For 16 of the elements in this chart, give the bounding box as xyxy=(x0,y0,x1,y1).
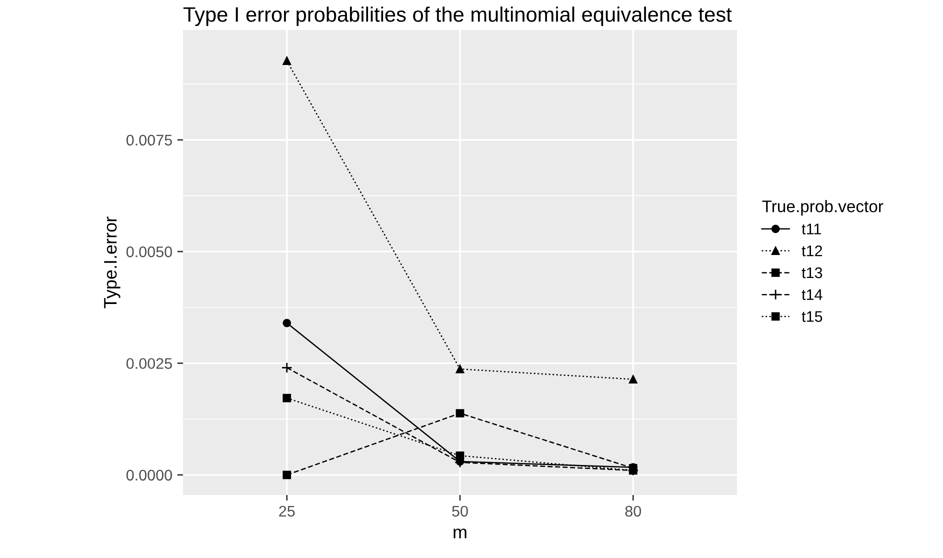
y-tick-label: 0.0075 xyxy=(126,134,172,146)
legend-label: t13 xyxy=(802,267,822,278)
legend-label: t12 xyxy=(802,245,822,256)
y-tick-label: 0.0000 xyxy=(126,470,172,481)
x-tick-label: 25 xyxy=(279,506,295,517)
legend-label: t11 xyxy=(802,224,821,234)
x-tick-label: 50 xyxy=(452,506,468,517)
y-tick-label: 0.0025 xyxy=(126,358,172,369)
chart-title: Type I error probabilities of the multinomial equivalence test xyxy=(183,6,732,26)
legend-title: True.prob.vector xyxy=(762,200,884,216)
x-axis-title: m xyxy=(454,528,466,538)
x-tick-label: 80 xyxy=(625,506,642,517)
legend-label: t15 xyxy=(802,311,822,322)
y-tick-label: 0.0050 xyxy=(126,246,172,258)
legend-label: t14 xyxy=(802,289,822,300)
y-axis-title: Type.I.error xyxy=(104,216,120,308)
